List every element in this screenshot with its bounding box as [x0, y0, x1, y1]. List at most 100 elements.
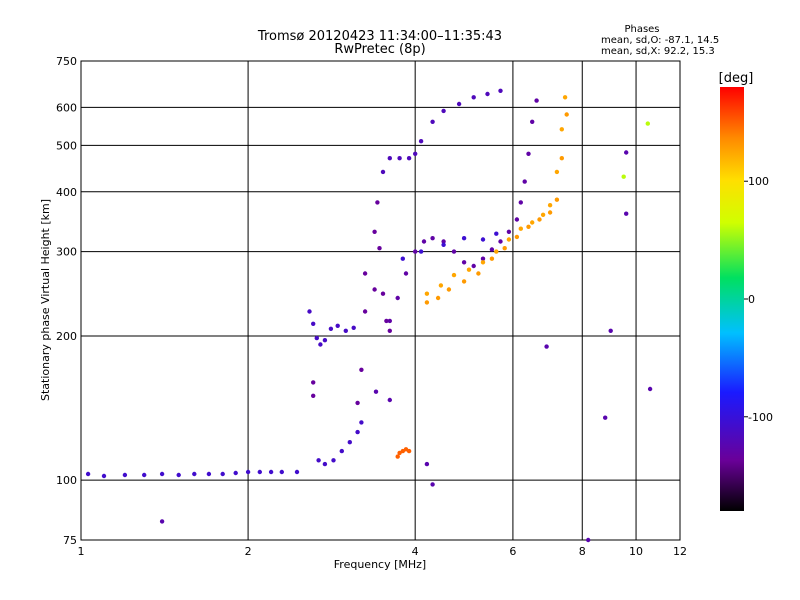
echo-point	[406, 156, 412, 161]
echo-point	[424, 461, 430, 467]
y-axis-label: Stationary phase Virtual Height [km]	[39, 199, 52, 401]
echo-point	[476, 271, 481, 276]
echo-points	[85, 88, 653, 543]
echo-point	[441, 239, 446, 244]
phase-stats-x-line: mean, sd,X: 92.2, 15.3	[601, 46, 715, 57]
x-tick-label: 1	[78, 545, 85, 558]
x-tick-label: 4	[412, 545, 419, 558]
echo-point	[586, 537, 591, 543]
echo-point	[485, 91, 490, 97]
echo-point	[159, 519, 165, 524]
echo-point	[559, 127, 564, 132]
echo-point	[562, 95, 568, 100]
echo-point	[279, 469, 284, 475]
y-tick-label: 75	[63, 534, 77, 547]
echo-point	[387, 328, 392, 333]
phase-stats-title: Phases	[624, 24, 659, 35]
echo-point	[421, 239, 427, 244]
echo-point	[362, 309, 368, 314]
echo-point	[441, 242, 446, 247]
x-tick-label: 12	[673, 545, 687, 558]
echo-point	[441, 108, 446, 114]
echo-point	[397, 450, 402, 456]
echo-point	[372, 287, 377, 292]
echo-point	[294, 469, 300, 475]
x-tick-label: 8	[579, 545, 586, 558]
echo-point	[418, 139, 424, 144]
echo-point	[343, 328, 348, 333]
echo-point	[220, 471, 225, 477]
y-tick-label: 500	[56, 139, 77, 152]
echo-point	[351, 325, 356, 330]
echo-point	[554, 197, 560, 202]
echo-point	[534, 98, 539, 103]
echo-point	[489, 256, 495, 261]
echo-point	[438, 283, 444, 288]
echo-point	[603, 415, 608, 420]
echo-point	[331, 458, 336, 463]
colorbar-tick-label: 100	[748, 175, 769, 188]
echo-point	[339, 448, 344, 454]
echo-point	[645, 121, 650, 126]
colorbar-gradient	[720, 87, 744, 511]
echo-point	[514, 234, 520, 240]
echo-point	[461, 260, 467, 265]
chart-subtitle: RwPretec (8p)	[334, 42, 425, 57]
colorbar-label: [deg]	[719, 71, 754, 86]
echo-point	[355, 429, 360, 435]
echo-point	[461, 236, 467, 241]
echo-point	[537, 217, 542, 222]
y-tick-label: 400	[56, 186, 77, 199]
echo-point	[311, 380, 316, 385]
echo-point	[489, 247, 495, 252]
grid-lines	[81, 61, 680, 540]
y-tick-label: 300	[56, 246, 77, 259]
echo-point	[347, 440, 352, 445]
y-tick-label: 750	[56, 55, 77, 68]
chart-title-block: Tromsø 20120423 11:34:00–11:35:43 RwPret…	[257, 29, 502, 57]
echo-point	[424, 291, 430, 296]
echo-point	[359, 367, 364, 372]
echo-point	[400, 448, 405, 454]
echo-point	[518, 200, 523, 205]
echo-point	[413, 151, 418, 156]
echo-point	[430, 236, 435, 241]
echo-point	[647, 386, 653, 392]
echo-point	[413, 249, 418, 254]
echo-point	[451, 272, 457, 278]
echo-point	[506, 229, 512, 234]
echo-point	[506, 237, 512, 242]
echo-point	[480, 260, 486, 265]
x-tick-label: 2	[245, 545, 252, 558]
echo-point	[480, 237, 486, 242]
echo-point	[387, 318, 392, 324]
echo-point	[608, 328, 613, 333]
echo-point	[335, 323, 340, 328]
echo-point	[418, 249, 424, 254]
echo-point	[621, 174, 626, 179]
echo-point	[380, 291, 386, 296]
echo-point	[498, 239, 503, 244]
echo-point	[526, 151, 531, 156]
echo-point	[559, 156, 564, 161]
echo-point	[403, 271, 409, 276]
echo-point	[544, 344, 549, 349]
echo-point	[359, 420, 364, 425]
echo-point	[387, 397, 392, 403]
echo-point	[400, 256, 405, 261]
echo-point	[206, 471, 212, 477]
echo-point	[101, 473, 107, 479]
echo-point	[451, 249, 457, 254]
echo-point	[547, 210, 553, 215]
echo-point	[430, 482, 435, 487]
echo-point	[564, 112, 569, 117]
echo-point	[518, 226, 523, 231]
phase-colorbar: [deg] 100 0 -100	[719, 71, 773, 511]
colorbar-ticks: 100 0 -100	[744, 175, 773, 424]
colorbar-tick-label: -100	[748, 411, 773, 424]
echo-point	[624, 150, 629, 155]
echo-point	[461, 279, 467, 284]
echo-point	[522, 179, 527, 184]
echo-point	[318, 342, 323, 347]
